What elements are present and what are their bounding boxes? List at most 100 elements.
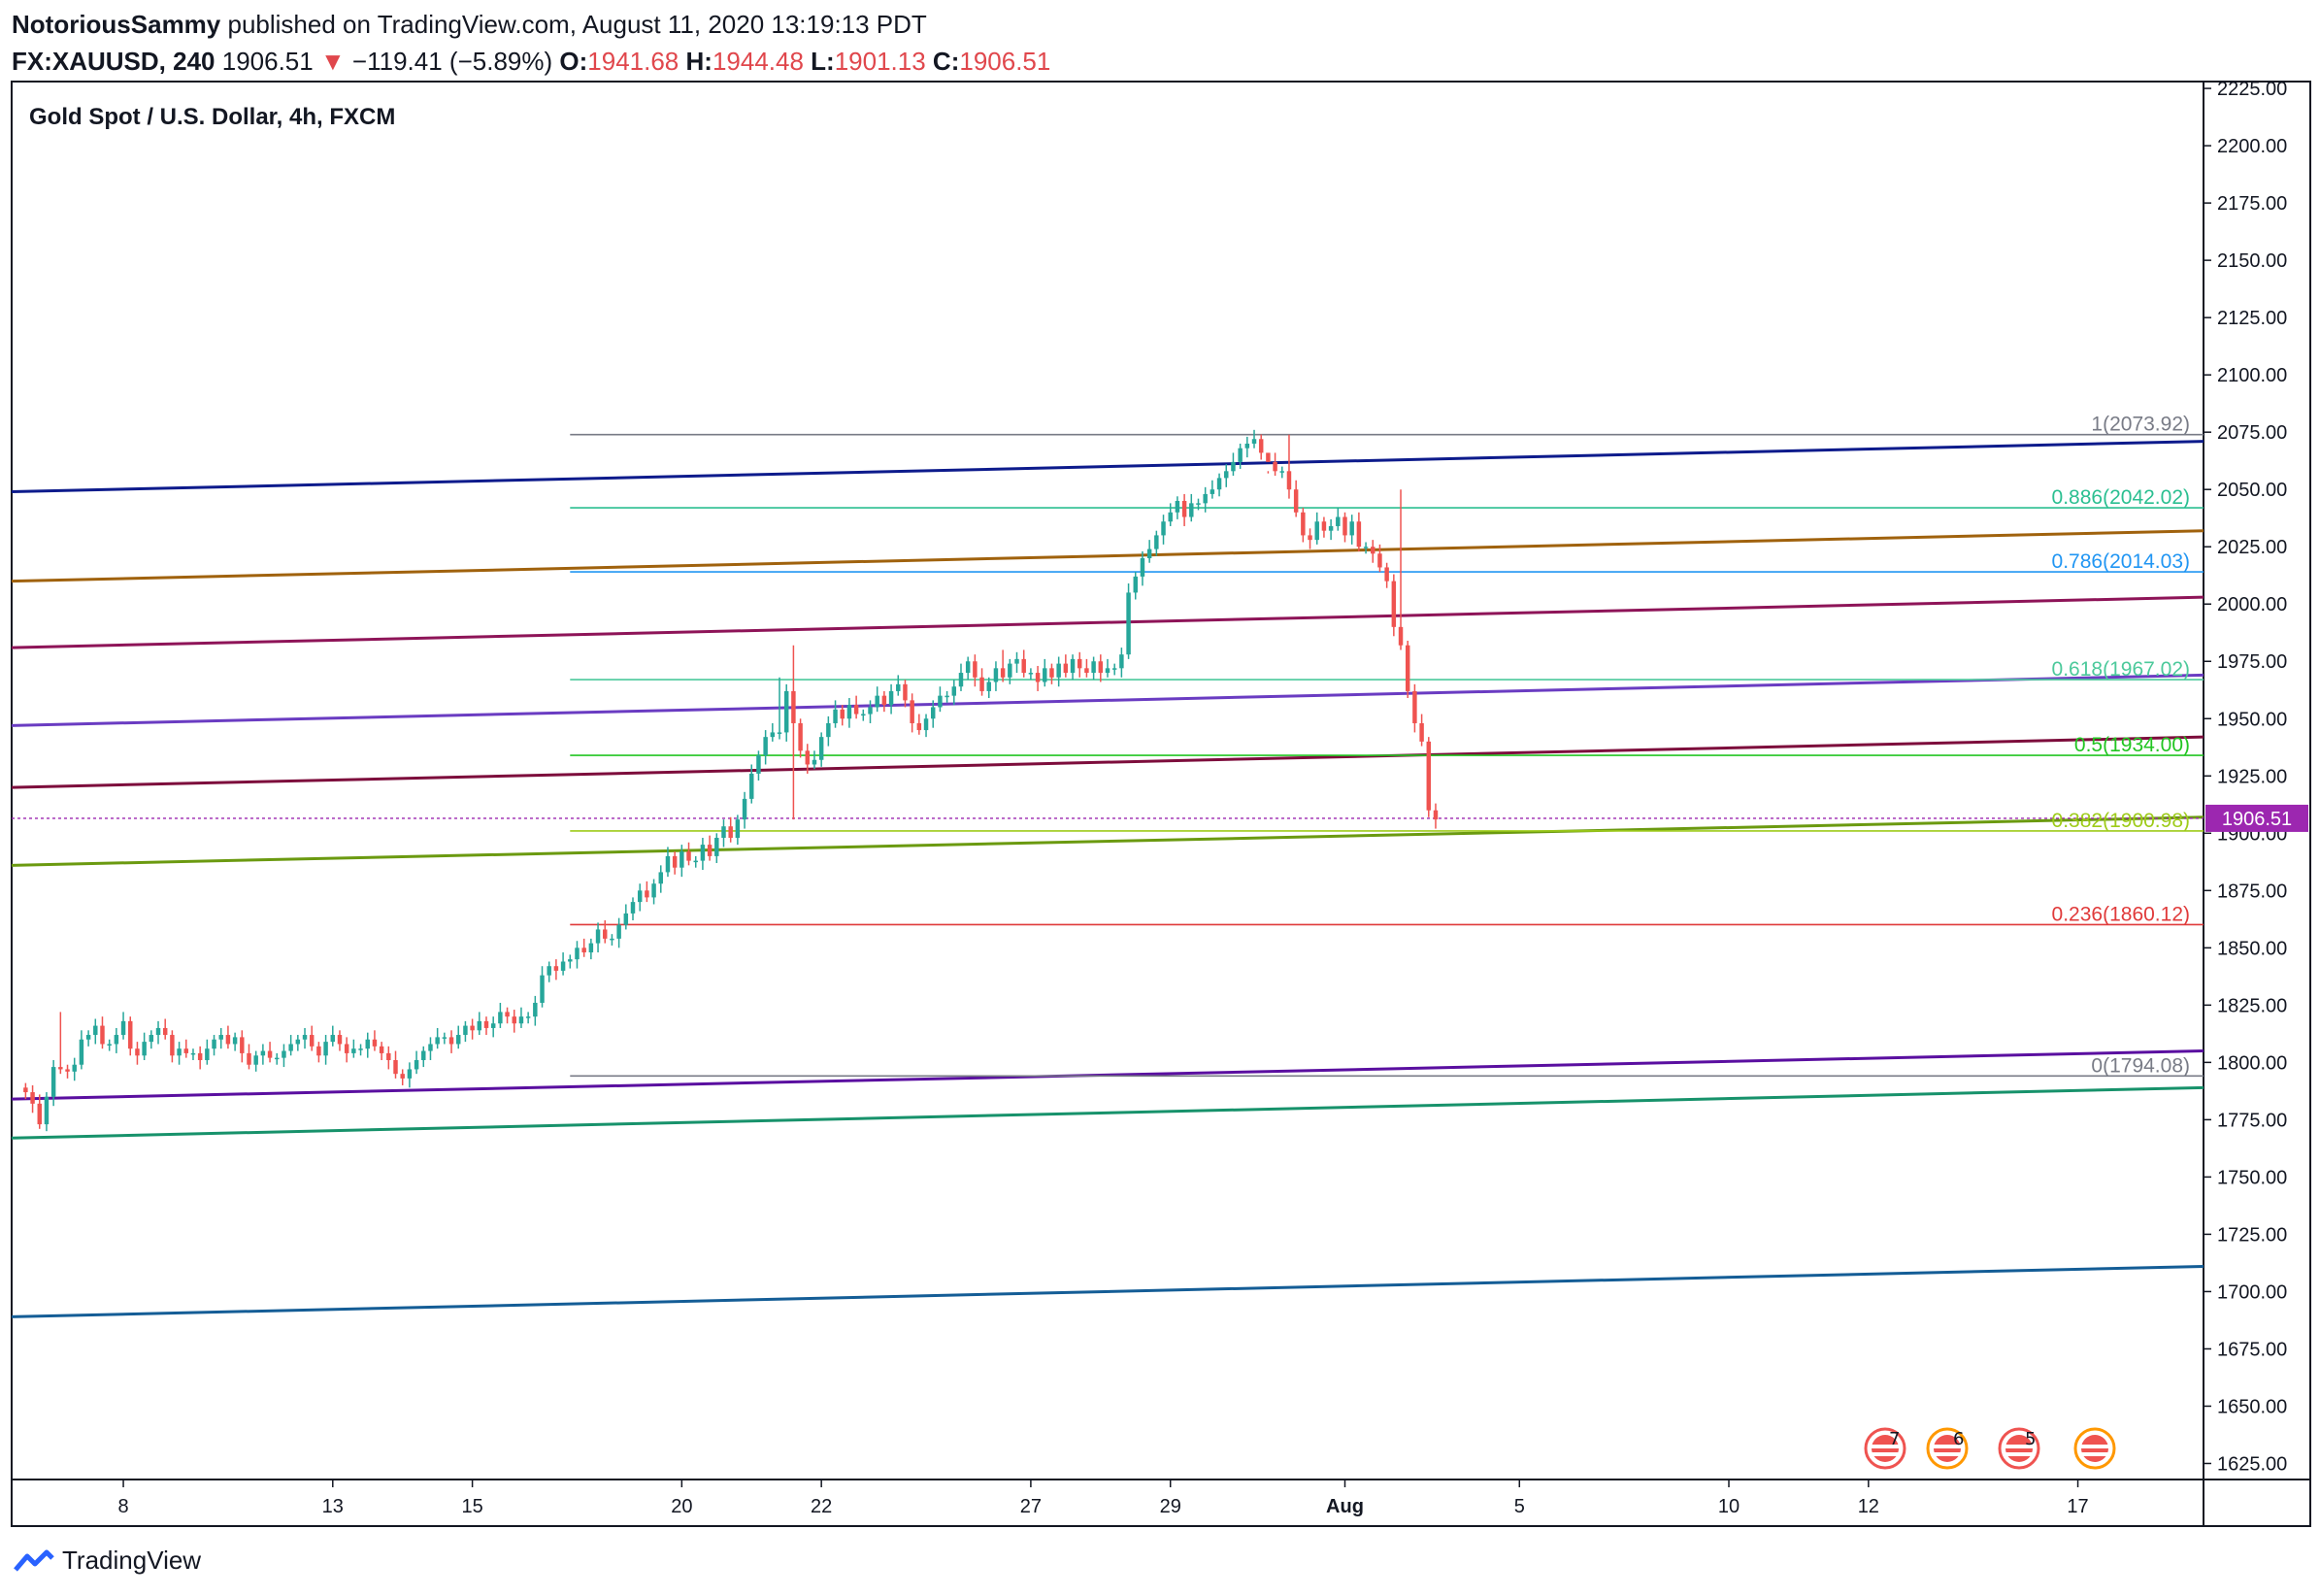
candle-body [386, 1052, 391, 1060]
trendline[interactable] [11, 1264, 2204, 1318]
candle-body [540, 975, 545, 1003]
candle-body [1091, 661, 1096, 674]
candle-body [616, 924, 621, 939]
candle-body [945, 695, 949, 698]
candle-body [135, 1048, 140, 1056]
candle-body [428, 1044, 433, 1051]
candle-body [679, 851, 684, 868]
candle-body [728, 826, 733, 839]
trendline[interactable] [11, 735, 2204, 789]
tradingview-logo-icon [14, 1549, 54, 1572]
candle-body [253, 1055, 258, 1065]
candle-body [170, 1035, 175, 1056]
candle-body [861, 714, 866, 716]
price-tick-label: 1700.00 [2217, 1281, 2287, 1303]
price-change: −119.41 (−5.89%) [351, 47, 553, 76]
candle-body [721, 826, 726, 839]
candle-body [833, 709, 838, 723]
candle-body [791, 690, 796, 723]
trendlines [11, 440, 2204, 1318]
time-axis[interactable]: 8 13 15 20 22 27 29 Aug 5 10 12 17 [117, 1480, 2089, 1517]
candle-body [525, 1016, 531, 1018]
fib-level-label: 0.618(1967.02) [2052, 658, 2190, 681]
candle-body [707, 845, 713, 856]
candle-body [337, 1035, 343, 1045]
candle-body [470, 1025, 475, 1031]
chart-header: NotoriousSammy published on TradingView.… [12, 6, 2303, 80]
us-event-flag-icon[interactable]: 7 [1864, 1427, 1906, 1470]
candle-body [149, 1035, 154, 1043]
down-arrow-icon: ▼ [319, 47, 346, 76]
low-value: 1901.13 [834, 47, 926, 76]
candle-body [44, 1096, 50, 1125]
fibonacci-retracement[interactable]: 1(2073.92) 0.886(2042.02) 0.786(2014.03) 0.… [570, 414, 2204, 1078]
tradingview-footer[interactable]: TradingView [14, 1546, 201, 1576]
candle-body [1196, 503, 1201, 505]
candle-body [1154, 535, 1159, 549]
candle-body [463, 1025, 468, 1036]
candle-body [1028, 673, 1034, 675]
candle-body [1070, 658, 1076, 674]
candle-body [896, 683, 901, 691]
trendline[interactable] [11, 1085, 2204, 1140]
candle-body [477, 1020, 482, 1031]
us-event-flag-icon[interactable] [2073, 1427, 2116, 1470]
us-event-flag-icon[interactable]: 5 [1998, 1427, 2040, 1470]
us-event-flag-icon[interactable]: 6 [1926, 1427, 1969, 1470]
candle-body [979, 677, 984, 691]
candle-body [344, 1044, 349, 1053]
candle-body [79, 1039, 84, 1065]
candle-body [212, 1039, 216, 1049]
economic-events[interactable]: 7 6 5 [1864, 1427, 2116, 1470]
current-price-tag-bg [2205, 804, 2308, 832]
candle-body [575, 948, 580, 960]
price-tick-label: 2200.00 [2217, 136, 2287, 157]
candle-body [665, 855, 671, 873]
price-tick-label: 2225.00 [2217, 79, 2287, 100]
trendline[interactable] [11, 815, 2204, 867]
trendline[interactable] [11, 1049, 2204, 1101]
candle-body [1175, 501, 1180, 513]
trendline[interactable] [11, 595, 2204, 649]
svg-text:5: 5 [2025, 1429, 2036, 1449]
price-tick-label: 2050.00 [2217, 480, 2287, 501]
candle-body [505, 1012, 510, 1017]
candle-body [533, 1002, 538, 1017]
candle-body [951, 686, 957, 696]
candle-body [1140, 558, 1145, 577]
candle-body [1377, 553, 1382, 568]
author-name[interactable]: NotoriousSammy [12, 10, 221, 39]
candle-body [783, 690, 789, 733]
svg-text:7: 7 [1889, 1429, 1900, 1449]
candle-body [1251, 439, 1257, 444]
trendline[interactable] [11, 529, 2204, 583]
candle-body [903, 683, 908, 701]
candle-body [1035, 673, 1041, 682]
candle-body [518, 1016, 524, 1024]
candle-body [603, 929, 608, 939]
candle-body [177, 1048, 182, 1056]
time-tick-label: 10 [1718, 1496, 1740, 1517]
candle-body [1356, 521, 1362, 548]
candle-body [700, 845, 706, 861]
trendline[interactable] [11, 440, 2204, 494]
candle-body [868, 707, 873, 715]
price-tick-label: 1625.00 [2217, 1453, 2287, 1475]
candle-body [1279, 471, 1285, 473]
candle-body [1342, 516, 1347, 536]
fib-level-label: 0(1794.08) [2091, 1054, 2190, 1077]
candle-body [358, 1048, 363, 1050]
candle-body [37, 1103, 42, 1125]
price-tick-label: 1825.00 [2217, 995, 2287, 1016]
candle-body [756, 755, 761, 774]
candle-body [1398, 626, 1404, 646]
price-axis[interactable]: 1625.00 1650.00 1675.00 1700.00 1725.00 1750.… [2204, 79, 2287, 1475]
candle-body [512, 1016, 516, 1024]
fib-level-label: 0.5(1934.00) [2074, 734, 2190, 756]
candle-body [623, 913, 629, 925]
trendline[interactable] [11, 673, 2204, 727]
price-tick-label: 1675.00 [2217, 1339, 2287, 1360]
time-tick-label: 17 [2067, 1496, 2088, 1517]
candle-body [330, 1035, 336, 1043]
